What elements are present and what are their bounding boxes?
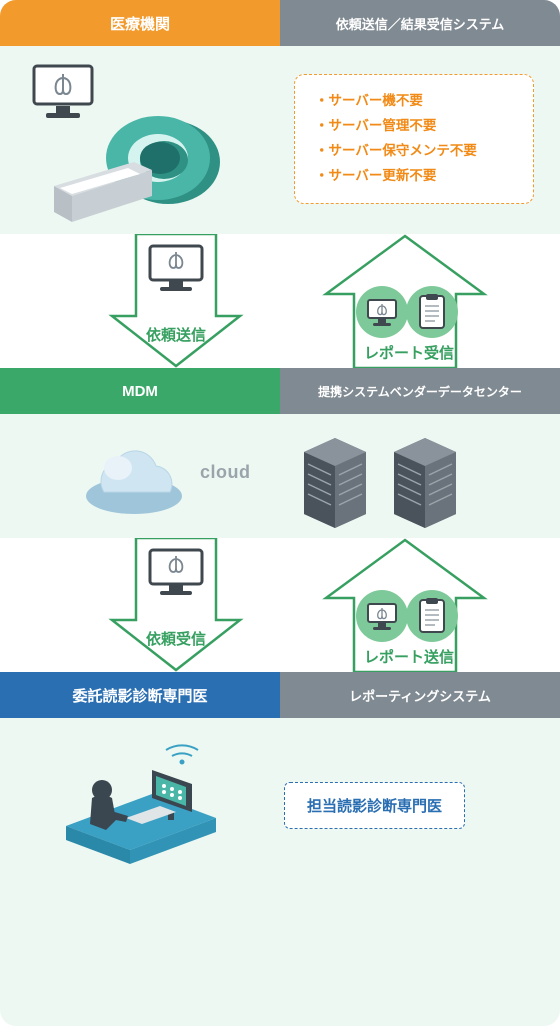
section3-body: 担当読影診断専門医 bbox=[0, 718, 560, 886]
down-arrow-2-label: 依頼受信 bbox=[146, 628, 206, 649]
server-icon bbox=[390, 434, 460, 530]
section1-subtitle: 依頼送信／結果受信システム bbox=[280, 0, 560, 46]
diagram-canvas: 医療機関 依頼送信／結果受信システム サーバー機不要 bbox=[0, 0, 560, 1026]
section1-title: 医療機関 bbox=[0, 0, 280, 46]
down-arrow-1 bbox=[106, 234, 246, 368]
benefit-item: サーバー更新不要 bbox=[315, 164, 517, 189]
arrow-zone-1: 依頼送信 レポート受信 bbox=[0, 234, 560, 368]
role-box: 担当読影診断専門医 bbox=[284, 782, 465, 829]
down-arrow-2 bbox=[106, 538, 246, 672]
benefit-item: サーバー保守メンテ不要 bbox=[315, 139, 517, 164]
server-icon bbox=[300, 434, 370, 530]
section2-header: MDM 提携システムベンダーデータセンター bbox=[0, 368, 560, 414]
up-arrow-2-label: レポート送信 bbox=[364, 646, 454, 667]
section2-subtitle: 提携システムベンダーデータセンター bbox=[280, 368, 560, 414]
cloud-label: cloud bbox=[200, 462, 251, 483]
section3-subtitle: レポーティングシステム bbox=[280, 672, 560, 718]
down-arrow-1-label: 依頼送信 bbox=[146, 324, 206, 345]
section2-title: MDM bbox=[0, 368, 280, 414]
section3-title: 委託読影診断専門医 bbox=[0, 672, 280, 718]
role-label: 担当読影診断専門医 bbox=[307, 798, 442, 815]
section1-header: 医療機関 依頼送信／結果受信システム bbox=[0, 0, 560, 46]
arrow-zone-2: 依頼受信 レポート送信 bbox=[0, 538, 560, 672]
doctor-at-desk-icon bbox=[56, 740, 226, 870]
benefit-item: サーバー管理不要 bbox=[315, 114, 517, 139]
benefit-item: サーバー機不要 bbox=[315, 89, 517, 114]
scanner-icon bbox=[44, 110, 244, 240]
up-arrow-1-label: レポート受信 bbox=[364, 342, 454, 363]
cloud-icon bbox=[80, 440, 188, 516]
section3-header: 委託読影診断専門医 レポーティングシステム bbox=[0, 672, 560, 718]
benefits-box: サーバー機不要 サーバー管理不要 サーバー保守メンテ不要 サーバー更新不要 bbox=[294, 74, 534, 204]
section1-body: サーバー機不要 サーバー管理不要 サーバー保守メンテ不要 サーバー更新不要 bbox=[0, 46, 560, 234]
section2-body: cloud bbox=[0, 414, 560, 538]
